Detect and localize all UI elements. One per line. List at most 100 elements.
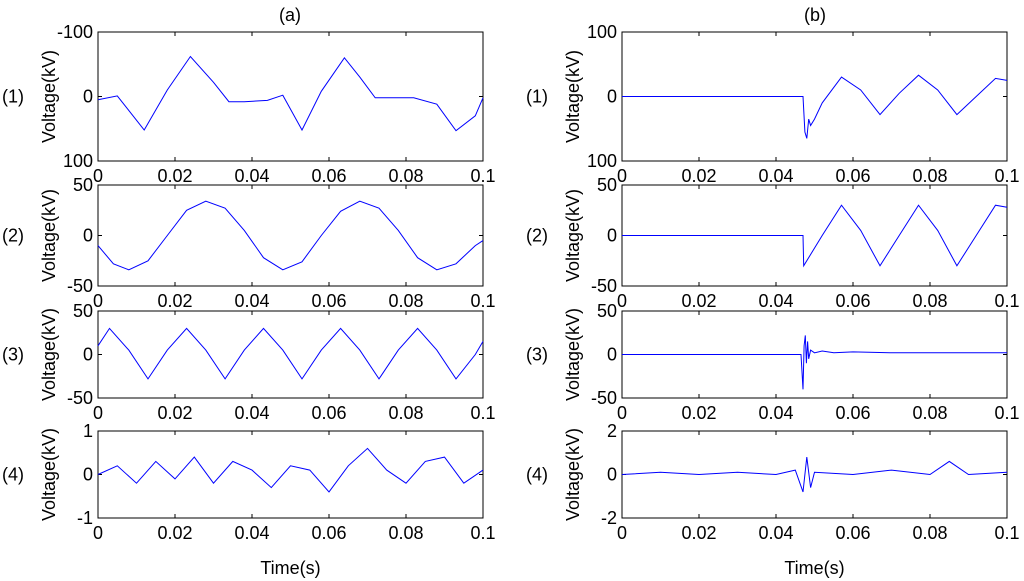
y-tick-label: 2 — [607, 421, 617, 441]
plot-frame — [97, 430, 484, 519]
y-tick-label: 100 — [63, 151, 93, 171]
y-tick-label: -2 — [601, 508, 617, 528]
y-axis-label: Voltage(kV) — [563, 189, 583, 282]
y-tick-label: -50 — [591, 388, 617, 408]
x-tick-label: 0.02 — [681, 291, 716, 311]
x-tick-label: 0.1 — [994, 403, 1019, 423]
chart-panel-a-4: 0 0.02 0.04 0.06 0.08 0.110-1Voltage(kV)(4)Ti… — [2, 421, 496, 578]
x-tick-label: 0.02 — [157, 403, 192, 423]
x-tick-label: 0 — [93, 403, 103, 423]
x-tick-label: 0.06 — [835, 523, 870, 543]
plot-frame — [97, 31, 484, 162]
row-label: (3) — [526, 345, 548, 365]
x-tick-label: 0.06 — [311, 166, 346, 186]
x-tick-label: 0.06 — [835, 403, 870, 423]
y-axis-label: Voltage(kV) — [563, 50, 583, 143]
x-tick-label: 0.06 — [835, 166, 870, 186]
x-tick-label: 0.1 — [994, 523, 1019, 543]
x-tick-label: 0 — [617, 403, 627, 423]
y-tick-label: 50 — [597, 301, 617, 321]
y-tick-label: 0 — [607, 87, 617, 107]
y-tick-label: 100 — [587, 151, 617, 171]
x-tick-label: 0.1 — [470, 403, 495, 423]
x-tick-label: 0.04 — [234, 403, 269, 423]
y-tick-label: 100 — [587, 22, 617, 42]
x-tick-label: 0.08 — [388, 403, 423, 423]
x-tick-label: 0.06 — [311, 291, 346, 311]
x-tick-label: 0 — [617, 166, 627, 186]
x-tick-label: 0.1 — [470, 291, 495, 311]
row-label: (4) — [526, 465, 548, 485]
plot-frame — [97, 184, 484, 287]
x-tick-label: 0.02 — [157, 291, 192, 311]
y-tick-label: 0 — [83, 465, 93, 485]
y-tick-label: 0 — [607, 465, 617, 485]
y-tick-label: 0 — [83, 226, 93, 246]
x-tick-label: 0.1 — [994, 291, 1019, 311]
y-tick-label: 0 — [83, 87, 93, 107]
x-tick-label: 0.08 — [912, 291, 947, 311]
x-tick-label: 0.1 — [470, 523, 495, 543]
series-line — [622, 335, 1007, 390]
y-tick-label: 0 — [607, 226, 617, 246]
y-axis-label: Voltage(kV) — [563, 428, 583, 521]
row-label: (2) — [2, 226, 24, 246]
row-label: (2) — [526, 226, 548, 246]
chart-panel-b-4: 0 0.02 0.04 0.06 0.08 0.120-2Voltage(kV)(4)Ti… — [526, 421, 1020, 578]
row-label: (4) — [2, 465, 24, 485]
y-axis-label: Voltage(kV) — [39, 189, 59, 282]
x-tick-label: 0.02 — [681, 166, 716, 186]
row-label: (1) — [526, 87, 548, 107]
series-line — [622, 74, 1008, 139]
y-tick-label: 50 — [597, 175, 617, 195]
x-tick-label: 0 — [93, 291, 103, 311]
x-tick-label: 0.02 — [157, 166, 192, 186]
chart-panel-a-1: 0 0.02 0.04 0.06 0.08 0.1-1000100Voltage(kV)(… — [2, 22, 496, 186]
y-axis-label: Voltage(kV) — [39, 428, 59, 521]
x-axis-label: Time(s) — [784, 558, 844, 578]
y-axis-label: Voltage(kV) — [39, 50, 59, 143]
x-tick-label: 0.04 — [234, 523, 269, 543]
y-tick-label: -1 — [77, 508, 93, 528]
y-tick-label: -100 — [57, 22, 93, 42]
x-tick-label: 0.1 — [470, 166, 495, 186]
chart-panel-b-1: 0 0.02 0.04 0.06 0.08 0.11000100Voltage(kV)(1… — [526, 22, 1020, 186]
y-axis-label: Voltage(kV) — [563, 308, 583, 401]
x-tick-label: 0.08 — [388, 523, 423, 543]
series-line — [621, 457, 1008, 493]
x-tick-label: 0.1 — [994, 166, 1019, 186]
x-tick-label: 0.08 — [388, 291, 423, 311]
row-label: (1) — [2, 87, 24, 107]
x-tick-label: 0.08 — [912, 166, 947, 186]
x-tick-label: 0.04 — [758, 523, 793, 543]
series-line — [97, 55, 484, 132]
x-tick-label: 0.02 — [681, 523, 716, 543]
x-tick-label: 0.06 — [311, 403, 346, 423]
series-line — [622, 204, 1008, 268]
y-tick-label: 50 — [73, 175, 93, 195]
y-axis-label: Voltage(kV) — [39, 308, 59, 401]
x-tick-label: 0 — [93, 166, 103, 186]
series-line — [97, 447, 484, 493]
x-tick-label: 0.04 — [758, 291, 793, 311]
y-tick-label: 0 — [607, 345, 617, 365]
plot-frame — [97, 310, 484, 399]
x-tick-label: 0.02 — [681, 403, 716, 423]
y-tick-label: -50 — [67, 388, 93, 408]
x-tick-label: 0.02 — [157, 523, 192, 543]
row-label: (3) — [2, 345, 24, 365]
x-tick-label: 0.04 — [758, 166, 793, 186]
y-tick-label: -50 — [67, 276, 93, 296]
x-tick-label: 0 — [93, 523, 103, 543]
series-line — [97, 327, 484, 380]
x-tick-label: 0 — [617, 523, 627, 543]
y-tick-label: 50 — [73, 301, 93, 321]
x-tick-label: 0.04 — [758, 403, 793, 423]
series-line — [97, 200, 484, 271]
x-tick-label: 0 — [617, 291, 627, 311]
x-tick-label: 0.06 — [311, 523, 346, 543]
